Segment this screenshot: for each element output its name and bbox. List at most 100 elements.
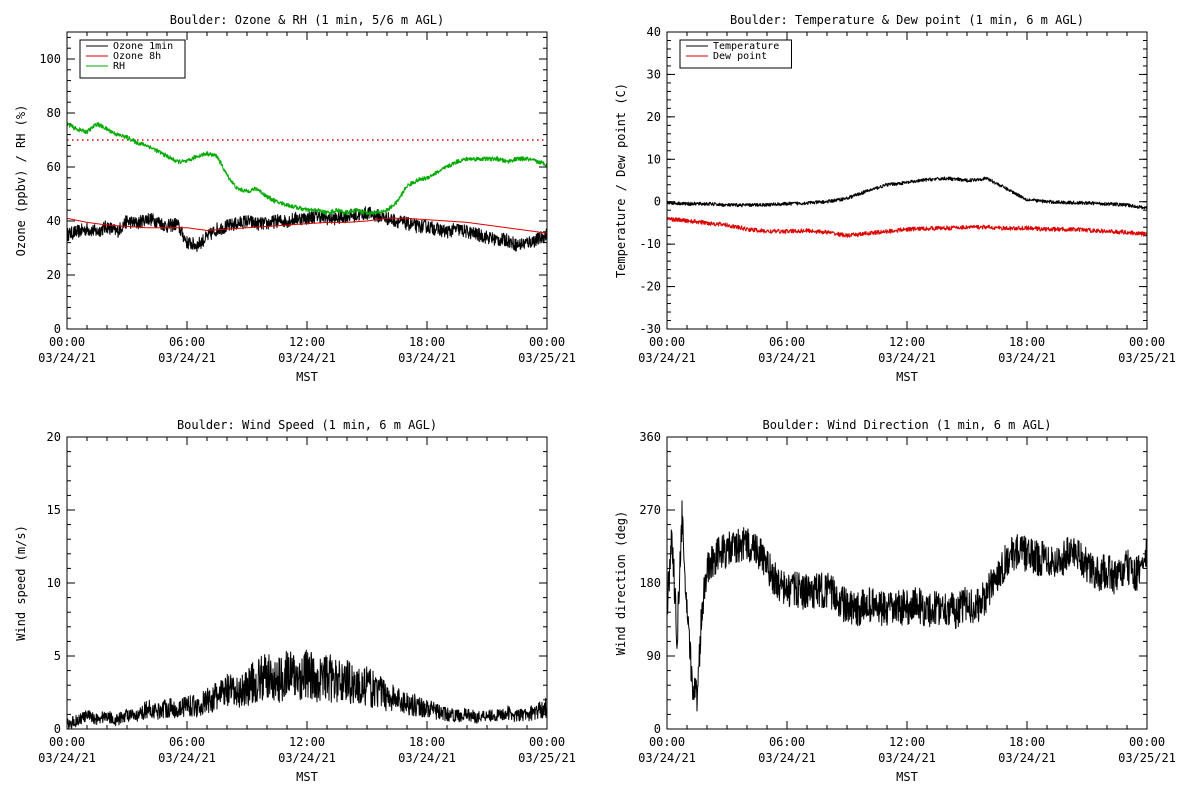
series-line bbox=[67, 649, 547, 729]
y-tick-label: -20 bbox=[639, 280, 661, 294]
x-tick-time: 00:00 bbox=[529, 735, 565, 749]
plot-area bbox=[667, 176, 1147, 238]
x-tick-date: 03/24/21 bbox=[398, 751, 456, 765]
legend-label: Ozone 1min bbox=[113, 41, 173, 52]
series-line-ozone-8h bbox=[67, 217, 547, 234]
series-line-temperature bbox=[667, 176, 1147, 210]
x-tick-time: 12:00 bbox=[289, 735, 325, 749]
ozone-rh-chart: Boulder: Ozone & RH (1 min, 5/6 m AGL) 0 2… bbox=[14, 13, 576, 384]
plot-area bbox=[67, 121, 547, 253]
x-tick-date: 03/24/21 bbox=[638, 751, 696, 765]
legend-label: RH bbox=[113, 61, 125, 72]
series-line-ozone-1min bbox=[67, 206, 547, 253]
x-tick-date: 03/25/21 bbox=[1118, 351, 1176, 365]
x-tick-time: 00:00 bbox=[49, 335, 85, 349]
legend-box bbox=[679, 39, 792, 69]
plot-frame bbox=[666, 436, 1148, 730]
legend-label: Dew point bbox=[713, 51, 767, 62]
chart-title: Boulder: Temperature & Dew point (1 min,… bbox=[730, 13, 1084, 27]
y-tick-label: 100 bbox=[39, 52, 61, 66]
x-tick-time: 00:00 bbox=[1129, 735, 1165, 749]
x-tick-time: 06:00 bbox=[169, 735, 205, 749]
legend-label: Temperature bbox=[713, 41, 779, 52]
y-axis-label: Wind speed (m/s) bbox=[14, 525, 28, 641]
x-tick-time: 18:00 bbox=[1009, 335, 1045, 349]
x-tick-time: 00:00 bbox=[649, 335, 685, 349]
y-tick-label: 0 bbox=[54, 722, 61, 736]
x-tick-date: 03/24/21 bbox=[398, 351, 456, 365]
y-tick-label: 60 bbox=[47, 160, 61, 174]
wind-direction-chart: Boulder: Wind Direction (1 min, 6 m AGL)… bbox=[614, 418, 1176, 784]
y-tick-label: 0 bbox=[54, 322, 61, 336]
x-tick-time: 12:00 bbox=[889, 335, 925, 349]
x-tick-time: 12:00 bbox=[289, 335, 325, 349]
x-axis-label: MST bbox=[296, 370, 318, 384]
series-line-rh bbox=[67, 121, 547, 216]
x-tick-time: 00:00 bbox=[49, 735, 85, 749]
x-tick-date: 03/24/21 bbox=[278, 751, 336, 765]
x-tick-time: 12:00 bbox=[889, 735, 925, 749]
y-tick-label: 0 bbox=[654, 195, 661, 209]
y-tick-label: -10 bbox=[639, 237, 661, 251]
y-tick-label: 5 bbox=[54, 649, 61, 663]
y-axis-label: Ozone (ppbv) / RH (%) bbox=[14, 105, 28, 257]
x-tick-date: 03/25/21 bbox=[518, 751, 576, 765]
y-tick-label: 10 bbox=[47, 576, 61, 590]
y-tick-label: 15 bbox=[47, 503, 61, 517]
x-tick-time: 18:00 bbox=[409, 735, 445, 749]
y-tick-label: 20 bbox=[47, 430, 61, 444]
x-tick-time: 18:00 bbox=[1009, 735, 1045, 749]
wind-speed-chart: Boulder: Wind Speed (1 min, 6 m AGL) 0 5 10… bbox=[14, 418, 576, 784]
x-tick-date: 03/24/21 bbox=[998, 351, 1056, 365]
x-tick-time: 06:00 bbox=[169, 335, 205, 349]
x-tick-date: 03/24/21 bbox=[878, 751, 936, 765]
x-tick-time: 00:00 bbox=[1129, 335, 1165, 349]
temperature-dewpoint-chart: Boulder: Temperature & Dew point (1 min,… bbox=[614, 13, 1176, 384]
x-tick-time: 06:00 bbox=[769, 735, 805, 749]
chart-title: Boulder: Wind Direction (1 min, 6 m AGL) bbox=[763, 418, 1052, 432]
y-tick-label: -30 bbox=[639, 322, 661, 336]
x-tick-time: 00:00 bbox=[529, 335, 565, 349]
x-axis-label: MST bbox=[896, 370, 918, 384]
x-tick-date: 03/24/21 bbox=[638, 351, 696, 365]
y-tick-label: 0 bbox=[654, 722, 661, 736]
y-tick-label: 80 bbox=[47, 106, 61, 120]
y-axis-label: Temperature / Dew point (C) bbox=[614, 83, 628, 278]
plot-frame bbox=[666, 31, 1148, 330]
x-tick-date: 03/25/21 bbox=[1118, 751, 1176, 765]
y-tick-label: 40 bbox=[47, 214, 61, 228]
x-tick-date: 03/24/21 bbox=[998, 751, 1056, 765]
y-tick-label: 10 bbox=[647, 152, 661, 166]
y-axis-label: Wind direction (deg) bbox=[614, 511, 628, 656]
plot-area bbox=[67, 649, 547, 729]
x-tick-date: 03/24/21 bbox=[158, 751, 216, 765]
x-tick-date: 03/24/21 bbox=[38, 351, 96, 365]
y-tick-label: 360 bbox=[639, 430, 661, 444]
x-tick-date: 03/24/21 bbox=[758, 351, 816, 365]
legend-label: Ozone 8h bbox=[113, 51, 161, 62]
x-tick-time: 18:00 bbox=[409, 335, 445, 349]
x-tick-date: 03/24/21 bbox=[878, 351, 936, 365]
series-line-dew-point bbox=[667, 217, 1147, 238]
y-tick-label: 40 bbox=[647, 25, 661, 39]
y-tick-label: 180 bbox=[639, 576, 661, 590]
x-tick-date: 03/24/21 bbox=[758, 751, 816, 765]
y-tick-label: 30 bbox=[647, 67, 661, 81]
y-tick-label: 270 bbox=[639, 503, 661, 517]
chart-title: Boulder: Wind Speed (1 min, 6 m AGL) bbox=[177, 418, 437, 432]
x-tick-date: 03/24/21 bbox=[38, 751, 96, 765]
x-tick-date: 03/24/21 bbox=[158, 351, 216, 365]
plot-area bbox=[667, 500, 1147, 712]
series-line bbox=[667, 500, 1147, 712]
plot-frame bbox=[66, 31, 548, 330]
chart-title: Boulder: Ozone & RH (1 min, 5/6 m AGL) bbox=[170, 13, 445, 27]
y-tick-label: 20 bbox=[47, 268, 61, 282]
plot-frame bbox=[66, 436, 548, 730]
y-tick-label: 20 bbox=[647, 110, 661, 124]
x-axis-label: MST bbox=[896, 770, 918, 784]
y-tick-label: 90 bbox=[647, 649, 661, 663]
x-tick-date: 03/25/21 bbox=[518, 351, 576, 365]
